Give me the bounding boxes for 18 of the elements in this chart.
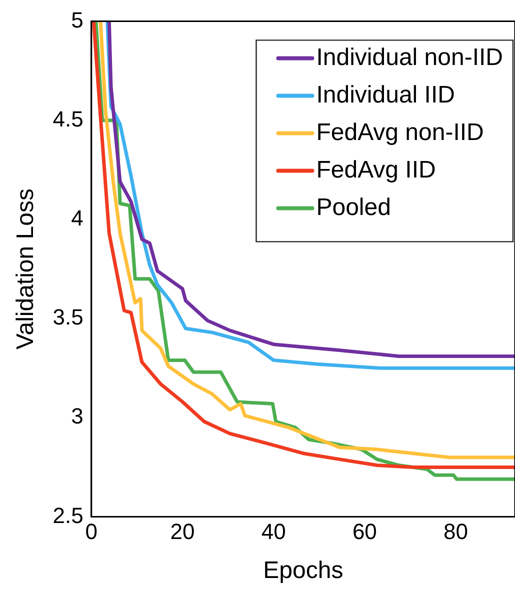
y-tick-label: 2.5: [52, 502, 84, 528]
x-tick-label: 60: [352, 519, 377, 544]
y-tick-label: 3.5: [52, 304, 84, 330]
legend-label: Individual non-IID: [316, 44, 504, 71]
legend-label: FedAvg non-IID: [316, 118, 484, 146]
x-tick-label: 40: [261, 519, 286, 544]
y-tick-label: 4: [71, 206, 84, 231]
legend-label: Individual IID: [316, 81, 455, 108]
x-tick-label: 80: [444, 519, 468, 544]
y-tick-label: 5: [71, 7, 84, 32]
legend-label: Pooled: [316, 194, 391, 221]
x-tick-label: 20: [170, 519, 195, 544]
legend-label: FedAvg IID: [316, 156, 436, 184]
x-tick-label: 0: [85, 519, 98, 544]
y-tick-label: 3: [71, 404, 84, 429]
y-axis-title: Validation Loss: [12, 188, 40, 350]
x-axis-title: Epochs: [263, 557, 344, 584]
y-tick-label: 4.5: [52, 106, 84, 132]
